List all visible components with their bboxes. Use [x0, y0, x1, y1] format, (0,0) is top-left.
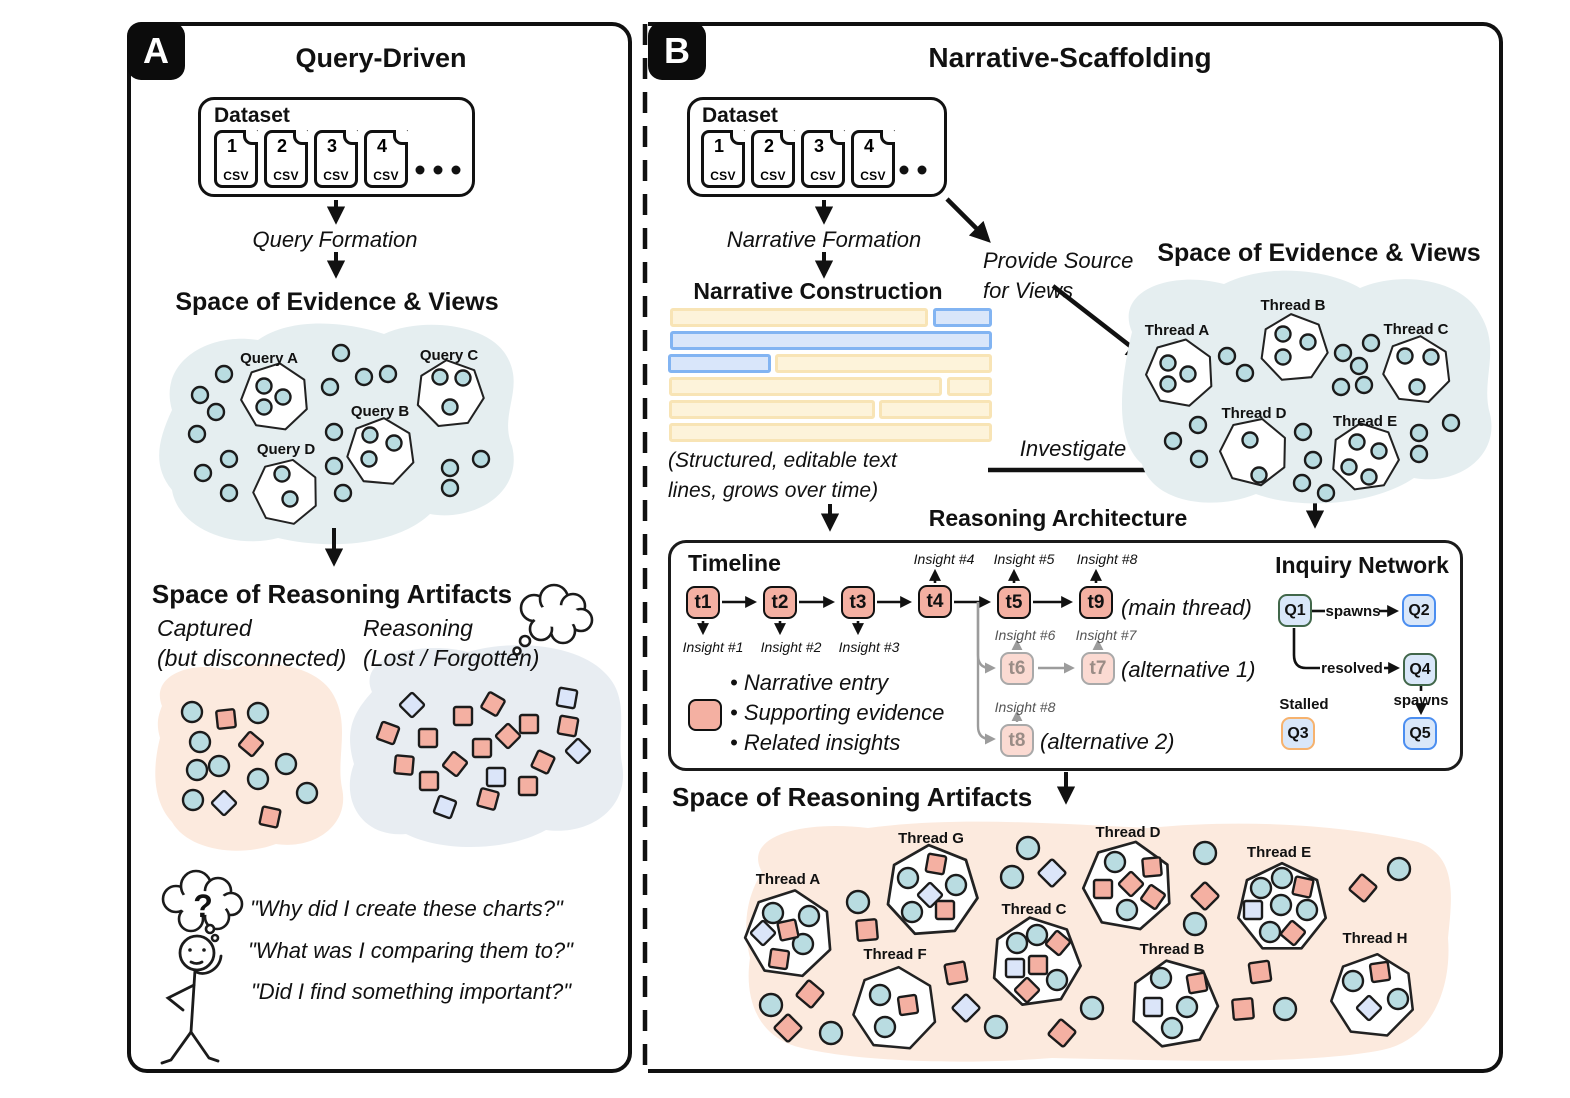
evidence-b-scatter — [1163, 333, 1461, 503]
panel-a-reasoning-blob — [349, 645, 624, 848]
evidence-b-thread-clusters — [1141, 310, 1455, 493]
inquiry-network-edges — [1292, 605, 1427, 716]
confused-person-icon — [160, 869, 244, 1065]
panel-a-captured-blob — [155, 664, 344, 851]
panel-a-evidence-blob — [159, 323, 514, 545]
panel-b-artifact-blob — [739, 821, 1451, 1062]
panel-a-frame — [127, 22, 632, 1073]
evidence-scatter-circles — [187, 343, 491, 503]
panel-b-evidence-blob — [1121, 270, 1492, 504]
dataset-a-ellipsis — [415, 165, 461, 175]
panel-a-flow-arrows — [324, 200, 346, 567]
thought-cloud-icon — [512, 583, 594, 656]
artifact-scatter — [758, 835, 1412, 1048]
artifact-thread-clusters — [739, 832, 1420, 1052]
panel-b-frame — [648, 22, 1503, 1073]
timeline-arrows — [697, 568, 1104, 745]
dataset-b-ellipsis — [881, 165, 927, 175]
query-clusters — [236, 355, 488, 529]
